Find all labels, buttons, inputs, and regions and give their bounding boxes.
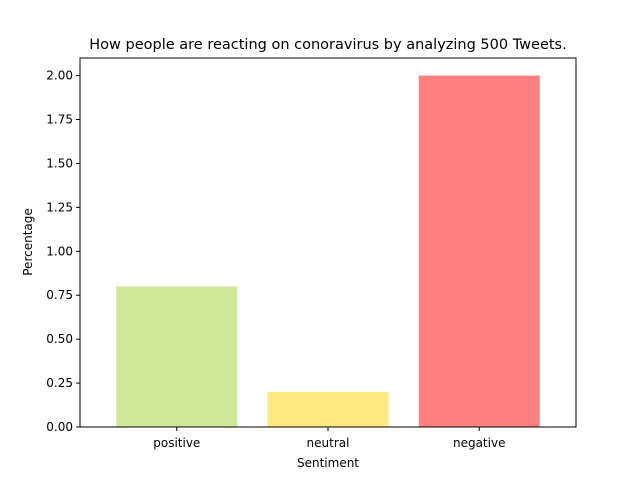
- bar-positive: [116, 286, 238, 427]
- y-tick-label: 0.75: [46, 288, 73, 302]
- x-tick-label: positive: [153, 436, 200, 450]
- y-tick-label: 0.50: [46, 332, 73, 346]
- bar-neutral: [267, 391, 389, 427]
- y-tick-label: 0.25: [46, 376, 73, 390]
- x-axis-ticks: positive neutral negative: [153, 427, 505, 450]
- y-tick-label: 1.25: [46, 200, 73, 214]
- y-tick-label: 0.00: [46, 420, 73, 434]
- y-tick-label: 1.50: [46, 156, 73, 170]
- y-tick-label: 1.75: [46, 113, 73, 127]
- y-axis-ticks: 0.00 0.25 0.50 0.75 1.00 1.25 1.50 1.75 2.00: [46, 69, 80, 434]
- bar-negative: [418, 75, 540, 428]
- x-tick-label: negative: [453, 436, 505, 450]
- y-axis-label: Percentage: [21, 208, 35, 276]
- x-axis-label: Sentiment: [297, 456, 359, 470]
- bars-group: [116, 75, 540, 428]
- y-tick-label: 2.00: [46, 69, 73, 83]
- x-tick-label: neutral: [307, 436, 350, 450]
- chart-title: How people are reacting on conoravirus b…: [89, 37, 566, 53]
- y-tick-label: 1.00: [46, 244, 73, 258]
